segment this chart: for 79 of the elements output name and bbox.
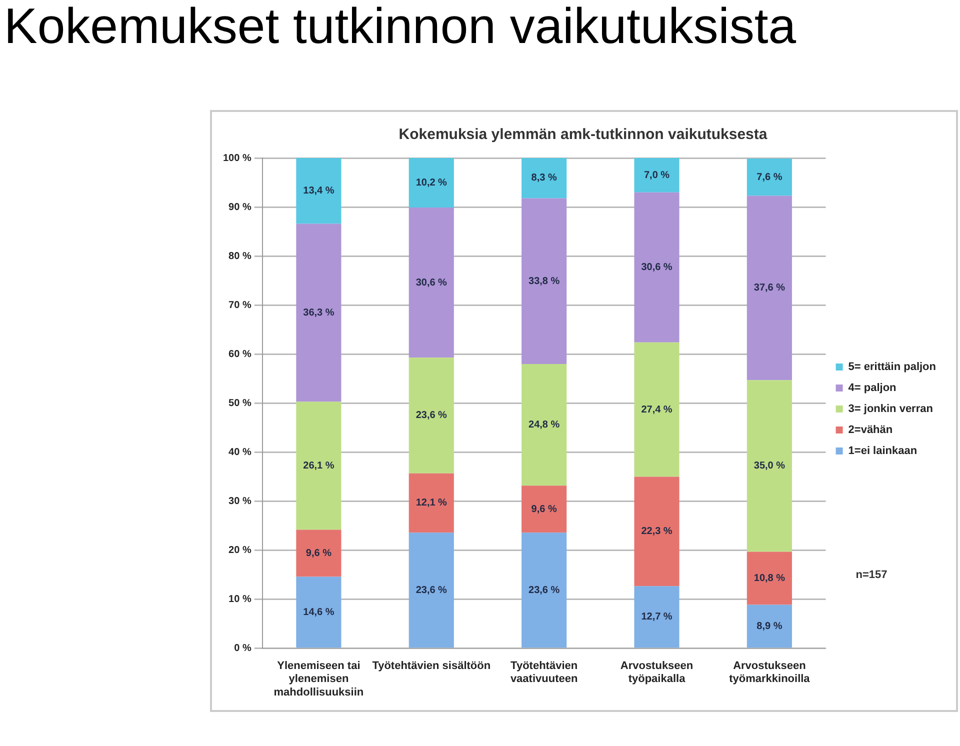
data-label: 8,9 %	[756, 620, 782, 632]
data-label: 8,3 %	[531, 172, 557, 184]
chart-title: Kokemuksia ylemmän amk-tutkinnon vaikutuksesta	[398, 126, 768, 144]
bar	[634, 476, 680, 586]
data-label: 12,7 %	[641, 612, 672, 623]
data-label: 30,6 %	[416, 277, 448, 288]
legend-label: 1=ei lainkaan	[848, 445, 918, 458]
y-tick-label: 60 %	[228, 348, 252, 360]
bar	[746, 380, 792, 552]
y-tick-label: 90 %	[228, 202, 252, 213]
data-label: 26,1 %	[303, 460, 334, 472]
bar	[408, 473, 454, 533]
y-tick-label: 20 %	[228, 545, 252, 556]
legend-label: 3= jonkin verran	[848, 403, 934, 416]
legend-label: 5= erittäin paljon	[848, 361, 936, 374]
data-label: 35,0 %	[754, 460, 786, 472]
category-label: mahdollisuuksiin	[274, 686, 364, 698]
y-tick-label: 10 %	[228, 594, 252, 606]
legend-label: 2=vähän	[848, 424, 893, 436]
legend-label: 4= paljon	[848, 382, 897, 394]
category-label: Työtehtävien sisältöön	[372, 660, 491, 672]
data-label: 36,3 %	[303, 307, 334, 318]
data-label: 23,6 %	[416, 584, 448, 596]
data-label: 9,6 %	[531, 504, 557, 515]
data-label: 12,1 %	[416, 498, 448, 509]
bar	[522, 532, 567, 648]
data-label: 13,4 %	[303, 186, 334, 197]
y-tick-label: 40 %	[228, 446, 252, 458]
text: n=157	[856, 568, 888, 581]
bar	[408, 532, 454, 648]
data-label: 23,6 %	[416, 410, 448, 422]
category-label: vaativuuteen	[510, 673, 578, 686]
bar	[296, 402, 342, 530]
data-label: 7,6 %	[756, 172, 782, 183]
bar	[522, 198, 567, 364]
bar	[634, 158, 680, 192]
bar	[408, 358, 454, 474]
category-label: Arvostukseen	[620, 660, 694, 672]
bar	[522, 364, 567, 486]
data-label: 23,6 %	[528, 584, 560, 596]
data-label: 7,0 %	[644, 170, 670, 181]
chart-subtitle: Kokemukset tutkinnon vaikutuksista	[4, 0, 796, 54]
data-label: 14,6 %	[303, 606, 334, 618]
category-label: Arvostukseen	[733, 660, 806, 672]
bar	[522, 158, 567, 198]
y-tick-label: 30 %	[228, 496, 252, 508]
data-label: 10,8 %	[754, 573, 786, 584]
bar	[408, 158, 454, 208]
category-label: ylenemisen	[288, 673, 349, 686]
bar	[746, 158, 792, 196]
bar	[634, 586, 680, 648]
bar	[296, 576, 342, 648]
data-label: 37,6 %	[754, 282, 786, 294]
y-tick-label: 80 %	[228, 250, 252, 262]
data-label: 33,8 %	[528, 276, 560, 287]
y-tick-label: 100 %	[222, 152, 252, 164]
data-label: 9,6 %	[306, 548, 332, 560]
bar	[746, 196, 792, 380]
bar	[296, 224, 342, 402]
category-label: työmarkkinoilla	[729, 673, 810, 686]
bar	[634, 192, 680, 342]
category-label: työpaikalla	[628, 673, 686, 686]
data-label: 10,2 %	[416, 177, 448, 188]
data-label: 30,6 %	[641, 262, 672, 274]
bar	[522, 486, 567, 533]
data-label: 24,8 %	[528, 420, 560, 431]
bar	[408, 208, 454, 358]
y-tick-label: 0 %	[234, 643, 252, 654]
bar	[296, 530, 342, 577]
y-tick-label: 50 %	[228, 398, 252, 409]
bar	[296, 158, 342, 224]
bar	[746, 604, 792, 648]
data-label: 22,3 %	[641, 526, 672, 538]
data-label: 27,4 %	[641, 404, 672, 416]
bar	[634, 342, 680, 477]
category-label: Ylenemiseen tai	[277, 660, 360, 672]
bar	[746, 552, 792, 605]
y-tick-label: 70 %	[228, 300, 252, 311]
category-label: Työtehtävien	[510, 660, 578, 672]
